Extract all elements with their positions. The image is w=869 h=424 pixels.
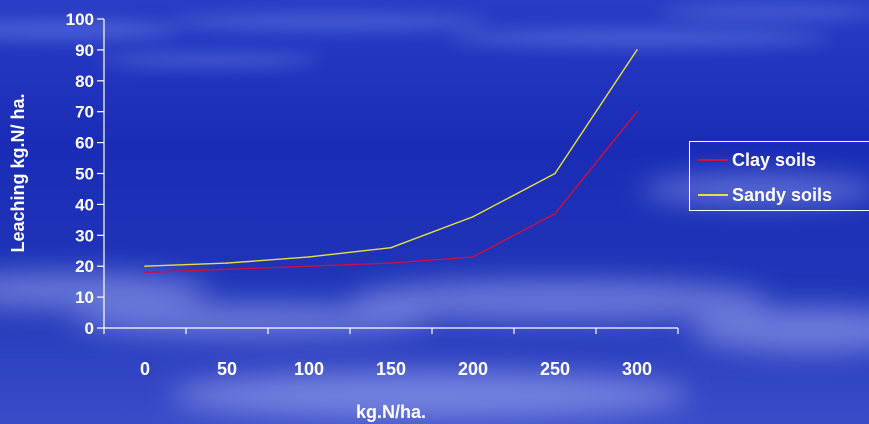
x-axis-ticks: 0 50 100 150 200 250 300	[103, 328, 679, 379]
legend-swatch-clay	[698, 159, 728, 161]
y-tick-label: 20	[75, 257, 94, 276]
y-tick-label: 40	[75, 195, 94, 214]
y-tick-label: 80	[75, 72, 94, 91]
y-tick-label: 90	[75, 41, 94, 60]
x-tick-label: 0	[140, 359, 150, 379]
data-point-sandy-soils	[636, 49, 638, 51]
data-point-clay-soils	[308, 265, 310, 268]
data-point-sandy-soils	[144, 265, 146, 268]
data-point-clay-soils	[390, 262, 392, 264]
legend-label-sandy: Sandy soils	[732, 184, 833, 205]
x-tick-label: 50	[217, 359, 237, 379]
y-tick-label: 100	[66, 10, 94, 29]
y-tick-label: 70	[75, 103, 94, 122]
data-point-clay-soils	[472, 256, 474, 258]
legend: Clay soils Sandy soils	[689, 141, 869, 211]
y-tick-label: 0	[85, 319, 94, 338]
x-tick-label: 300	[622, 359, 652, 379]
data-point-clay-soils	[144, 271, 146, 274]
legend-item-sandy: Sandy soils	[698, 184, 832, 206]
y-axis-title: Leaching kg.N/ ha.	[8, 93, 28, 252]
data-point-clay-soils	[636, 110, 638, 113]
data-point-clay-soils	[226, 268, 228, 271]
x-tick-label: 250	[540, 359, 570, 379]
y-axis-ticks: 0 10 20 30 40 50 60 70 80 90 100	[66, 10, 104, 338]
series-layer	[144, 49, 638, 274]
data-point-sandy-soils	[308, 256, 310, 258]
x-tick-label: 200	[458, 359, 488, 379]
legend-swatch-sandy	[698, 194, 728, 196]
data-point-sandy-soils	[472, 215, 474, 218]
y-tick-label: 30	[75, 226, 94, 245]
legend-label-clay: Clay soils	[732, 149, 817, 170]
x-axis-title: kg.N/ha.	[356, 402, 426, 422]
data-point-sandy-soils	[554, 172, 556, 175]
legend-item-clay: Clay soils	[698, 149, 816, 171]
data-point-sandy-soils	[226, 262, 228, 264]
data-point-clay-soils	[554, 212, 556, 215]
y-tick-label: 10	[75, 288, 94, 307]
y-tick-label: 50	[75, 165, 94, 184]
x-tick-label: 150	[376, 359, 406, 379]
data-point-sandy-soils	[390, 246, 392, 249]
x-tick-label: 100	[294, 359, 324, 379]
y-tick-label: 60	[75, 134, 94, 153]
